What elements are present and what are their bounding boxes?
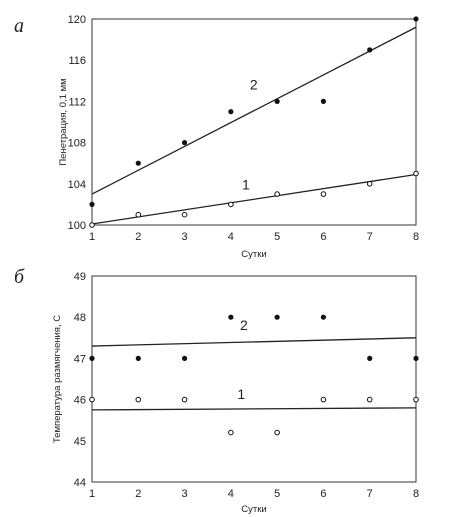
- y-tick-label: 48: [74, 312, 86, 324]
- data-point-series-1: [181, 396, 188, 403]
- y-tick-labels-a: 100 104 108 112 116 120: [68, 14, 86, 232]
- y-tick-label: 44: [74, 477, 86, 489]
- panel-label-b: б: [14, 266, 25, 288]
- data-point-series-2: [89, 355, 95, 361]
- trendlines-b: [91, 337, 417, 411]
- x-tick-label: 1: [89, 231, 95, 243]
- x-tick-label: 2: [135, 231, 141, 243]
- x-tick-labels-b: 1 2 3 4 5 6 7 8: [89, 488, 419, 500]
- y-tick-label: 104: [68, 179, 86, 191]
- x-tick-label: 4: [228, 488, 234, 500]
- data-point-series-2: [320, 314, 327, 320]
- panel-label-a: а: [14, 15, 24, 37]
- trendline-series-2: [91, 337, 417, 347]
- data-point-series-1: [274, 191, 280, 197]
- x-tick-label: 6: [320, 231, 326, 243]
- data-point-series-1: [89, 222, 95, 228]
- x-tick-label: 2: [135, 488, 141, 500]
- data-point-series-1: [366, 181, 373, 187]
- data-point-series-2: [367, 47, 373, 53]
- x-tick-label: 4: [228, 231, 234, 243]
- trendline-series-2: [91, 26, 417, 195]
- data-point-series-2: [274, 314, 280, 320]
- x-tick-label: 3: [182, 488, 188, 500]
- data-point-series-1: [89, 396, 95, 403]
- data-point-series-1: [228, 201, 234, 208]
- x-tick-label: 6: [320, 488, 326, 500]
- x-tick-label: 5: [274, 488, 280, 500]
- x-tick-label: 5: [274, 231, 280, 243]
- series-label: 1: [237, 386, 245, 402]
- x-tick-labels-a: 1 2 3 4 5 6 7 8: [89, 231, 419, 243]
- points-a: [89, 16, 419, 228]
- data-point-series-2: [89, 201, 95, 207]
- y-tick-label: 100: [68, 220, 86, 232]
- data-point-series-2: [135, 160, 141, 166]
- y-tick-label: 112: [68, 96, 86, 108]
- series-label: 1: [242, 176, 250, 192]
- y-tick-label: 47: [74, 353, 86, 365]
- data-point-series-1: [413, 396, 419, 403]
- series-label: 2: [240, 317, 248, 333]
- x-axis-title-a: Сутки: [241, 249, 266, 260]
- y-axis-title-b: Температура размягчения, С: [52, 315, 63, 443]
- y-tick-label: 45: [74, 436, 86, 448]
- data-point-series-1: [320, 396, 327, 403]
- data-point-series-1: [274, 429, 280, 436]
- x-tick-label: 8: [413, 231, 419, 243]
- y-tick-label: 108: [68, 138, 86, 150]
- data-point-series-2: [367, 355, 373, 361]
- data-point-series-1: [228, 429, 234, 436]
- plot-frame-b: [91, 275, 417, 483]
- y-tick-label: 120: [68, 14, 86, 26]
- x-axis-title-b: Сутки: [241, 504, 266, 515]
- x-tick-label: 1: [89, 488, 95, 500]
- y-axis-title-a: Пенетрация, 0,1 мм: [58, 78, 69, 165]
- x-tick-label: 8: [413, 488, 419, 500]
- data-point-series-2: [135, 355, 141, 361]
- y-tick-labels-b: 44 45 46 47 48 49: [74, 271, 86, 489]
- data-point-series-2: [228, 314, 234, 320]
- data-point-series-2: [413, 355, 419, 361]
- data-point-series-2: [228, 109, 234, 115]
- data-point-series-2: [413, 16, 419, 22]
- data-point-series-2: [274, 98, 280, 104]
- data-point-series-2: [181, 355, 188, 361]
- series-labels-a: 21: [242, 77, 258, 193]
- trendlines-a: [91, 26, 417, 225]
- data-point-series-1: [320, 191, 327, 197]
- points-b: [89, 314, 419, 436]
- data-point-series-2: [181, 140, 188, 146]
- y-tick-label: 116: [68, 55, 86, 67]
- x-tick-label: 7: [367, 488, 373, 500]
- y-tick-label: 49: [74, 271, 86, 283]
- y-tick-label: 46: [74, 395, 86, 407]
- data-point-series-1: [135, 396, 142, 403]
- trendline-series-1: [91, 407, 417, 411]
- data-point-series-1: [181, 211, 188, 218]
- plot-frame-a: [91, 18, 417, 226]
- data-point-series-1: [135, 211, 142, 218]
- x-tick-label: 7: [367, 231, 373, 243]
- data-point-series-1: [413, 170, 419, 177]
- series-label: 2: [250, 77, 258, 93]
- data-point-series-2: [320, 98, 327, 104]
- data-point-series-1: [366, 396, 373, 403]
- trendline-series-1: [91, 173, 417, 225]
- series-labels-b: 21: [237, 317, 248, 402]
- x-tick-label: 3: [182, 231, 188, 243]
